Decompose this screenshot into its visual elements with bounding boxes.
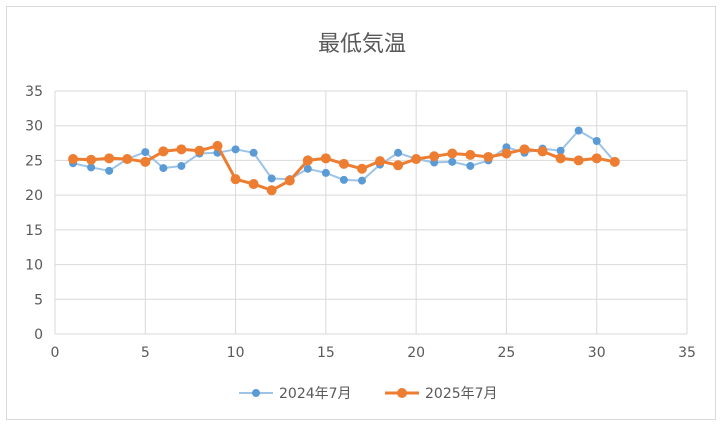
data-point	[338, 158, 349, 169]
y-tick-label: 20	[25, 188, 43, 204]
data-point	[266, 185, 277, 196]
data-point	[104, 153, 115, 164]
data-point	[573, 155, 584, 166]
data-point	[177, 161, 186, 170]
legend-marker	[397, 388, 407, 398]
y-tick-label: 15	[25, 223, 43, 239]
data-point	[105, 166, 114, 175]
data-point	[375, 156, 386, 167]
data-point	[176, 144, 187, 155]
data-point	[411, 154, 422, 165]
legend: 2024年7月 2025年7月	[239, 386, 498, 402]
data-point	[393, 160, 404, 171]
data-point	[159, 164, 168, 173]
chart-frame: 最低気温 0 5 10 15 20 25 30 35 0 5 10 15 20 25 30 35 2024年7…	[6, 6, 716, 420]
data-point	[447, 148, 458, 159]
chart-svg: 最低気温 0 5 10 15 20 25 30 35 0 5 10 15 20 25 30 35 2024年7…	[25, 32, 696, 402]
series-layer	[68, 126, 620, 196]
x-tick-label: 35	[678, 345, 696, 361]
data-point	[249, 148, 258, 157]
data-point	[122, 154, 133, 165]
x-tick-label: 25	[498, 345, 516, 361]
data-point	[537, 146, 548, 157]
legend-label: 2025年7月	[425, 386, 498, 402]
x-tick-label: 30	[588, 345, 606, 361]
data-point	[394, 148, 403, 157]
axes: 0 5 10 15 20 25 30 35 0 5 10 15 20 25 30 35	[25, 84, 696, 361]
data-point	[284, 175, 295, 186]
data-point	[87, 163, 96, 172]
data-point	[267, 174, 276, 183]
data-point	[68, 154, 79, 165]
data-point	[212, 140, 223, 151]
data-point	[158, 146, 169, 157]
x-tick-label: 15	[317, 345, 335, 361]
data-point	[357, 176, 366, 185]
series-2	[68, 140, 620, 196]
data-point	[466, 161, 475, 170]
y-tick-label: 25	[25, 153, 43, 169]
data-point	[141, 148, 150, 157]
data-point	[140, 156, 151, 167]
data-point	[194, 145, 205, 156]
data-point	[556, 146, 565, 155]
legend-label: 2024年7月	[279, 386, 352, 402]
data-point	[465, 149, 476, 160]
data-point	[591, 153, 602, 164]
data-point	[483, 151, 494, 162]
grid-lines	[54, 90, 688, 335]
data-point	[356, 163, 367, 174]
data-point	[574, 126, 583, 135]
data-point	[302, 155, 313, 166]
chart-title: 最低気温	[318, 32, 406, 57]
data-point	[609, 156, 620, 167]
legend-marker	[252, 389, 260, 397]
y-tick-label: 35	[25, 84, 43, 100]
x-tick-label: 0	[51, 345, 60, 361]
x-tick-label: 10	[227, 345, 245, 361]
data-point	[339, 175, 348, 184]
x-tick-label: 5	[141, 345, 150, 361]
x-tick-label: 20	[407, 345, 425, 361]
data-point	[448, 157, 457, 166]
series-1	[69, 126, 619, 185]
y-tick-label: 5	[34, 292, 43, 308]
data-point	[592, 136, 601, 145]
data-point	[321, 168, 330, 177]
data-point	[231, 145, 240, 154]
data-point	[519, 144, 530, 155]
data-point	[429, 151, 440, 162]
data-point	[303, 164, 312, 173]
data-point	[86, 154, 97, 165]
data-point	[320, 153, 331, 164]
data-point	[230, 174, 241, 185]
y-tick-label: 30	[25, 119, 43, 135]
data-point	[501, 148, 512, 159]
y-tick-label: 10	[25, 258, 43, 274]
data-point	[555, 153, 566, 164]
y-tick-label: 0	[34, 327, 43, 343]
data-point	[248, 179, 259, 190]
